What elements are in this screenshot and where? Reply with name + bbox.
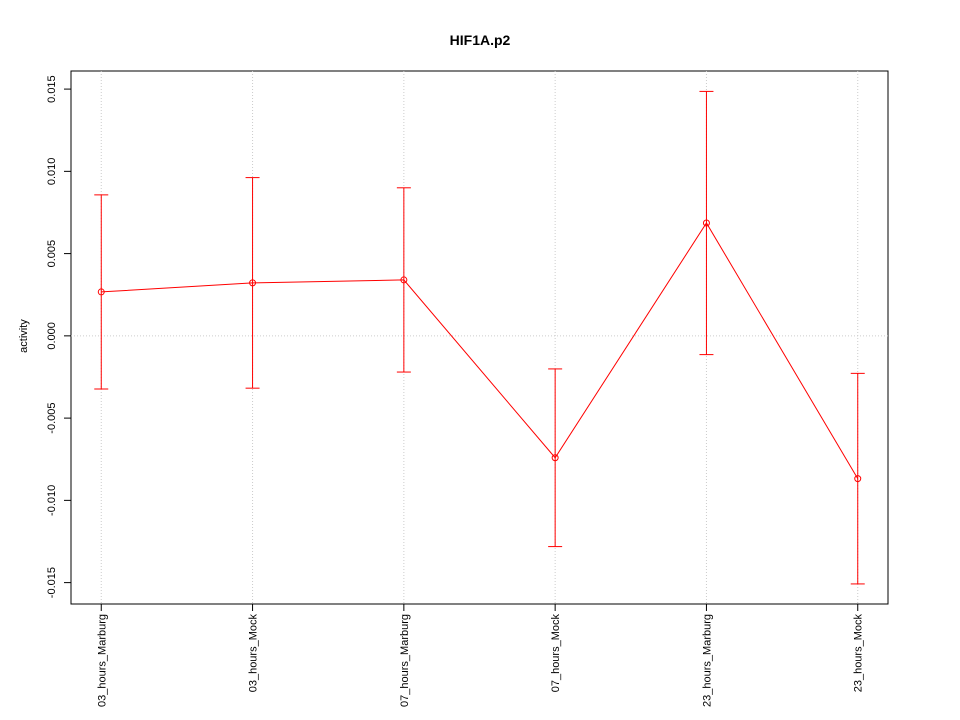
error-bar [94,194,109,390]
error-bar [245,177,260,389]
point [400,276,408,284]
error-bar [699,90,714,356]
x-tick-label: 07_hours_Mock [550,614,562,693]
plot-frame [70,70,889,605]
x-tick-label: 23_hours_Marburg [701,614,713,707]
error-bar [396,187,411,373]
x-tick-label: 07_hours_Marburg [399,614,411,707]
point [97,288,105,296]
point [249,279,257,287]
point [702,219,710,227]
y-tick-label: -0.015 [46,567,58,598]
x-tick-label: 03_hours_Marburg [96,614,108,707]
point [854,475,862,483]
x-tick-label: 03_hours_Mock [248,614,260,693]
y-tick-label: 0.015 [46,75,58,103]
y-tick-label: -0.005 [46,403,58,434]
y-tick-label: -0.010 [46,485,58,516]
chart-title: HIF1A.p2 [450,32,511,48]
error-bar [548,368,563,548]
y-tick-label: 0.000 [46,322,58,350]
series-line [101,222,859,479]
y-axis-label: activity [18,319,30,353]
x-tick-label: 23_hours_Mock [853,614,865,693]
y-tick-label: 0.010 [46,158,58,186]
point [551,454,559,462]
error-bar [850,372,865,585]
y-tick-label: 0.005 [46,240,58,268]
